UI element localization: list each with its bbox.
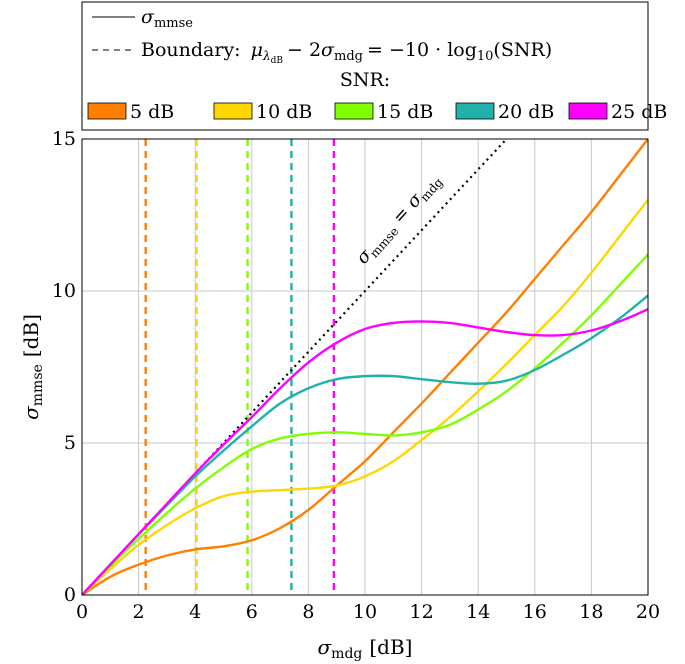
legend-snr-item: 20 dB [455,101,554,123]
legend-snr-label: 10 dB [256,101,312,123]
legend-snr-item: 5 dB [87,101,174,123]
series-line [82,294,648,595]
y-tick-label: 0 [64,584,76,606]
boundary-lines [144,139,336,595]
y-axis-label: σmmse[dB] [19,314,46,420]
series-line [82,199,648,595]
legend-snr-item: 10 dB [213,101,312,123]
series-line [82,253,648,595]
x-tick-labels: 0 2 4 6 8 10 12 14 16 18 20 [76,601,660,623]
y-tick-label: 10 [52,280,76,302]
x-tick-label: 14 [466,601,490,623]
series-group [82,139,648,595]
y-tick-label: 15 [52,128,76,150]
legend-swatch [334,102,374,120]
x-tick-label: 16 [523,601,547,623]
x-axis-label: σmdg [dB] [318,635,413,662]
x-tick-label: 0 [76,601,88,623]
x-tick-label: 2 [133,601,145,623]
series-line [82,139,648,595]
legend-snr-label: 20 dB [498,101,554,123]
legend-solid-label: σmmse [141,6,193,31]
legend-snr-title: SNR: [340,69,390,91]
legend-entry-dashed: Boundary: μλdB − 2σmdg = −10 · log10(SNR) [92,39,552,66]
x-tick-label: 10 [353,601,377,623]
legend-snr-item: 15 dB [334,101,433,123]
legend-entry-solid: σmmse [92,6,193,31]
legend-swatch [87,102,127,120]
x-tick-label: 4 [189,601,201,623]
plot-frame [81,138,649,596]
legend-swatch [213,102,253,120]
legend-dashed-label: Boundary: μλdB − 2σmdg = −10 · log10(SNR) [141,39,552,66]
legend-snr-label: 25 dB [611,101,667,123]
x-tick-label: 8 [302,601,314,623]
legend-swatch [455,102,495,120]
legend: σmmse Boundary: μλdB − 2σmdg = −10 · log10… [81,1,667,131]
legend-snr-label: 5 dB [130,101,174,123]
y-tick-label: 5 [64,432,76,454]
series-line [82,308,648,595]
x-tick-label: 18 [579,601,603,623]
legend-snr-label: 15 dB [377,101,433,123]
legend-snr-items: 5 dB 10 dB 15 dB 20 dB 25 dB [87,101,667,123]
x-tick-label: 6 [246,601,258,623]
y-tick-labels: 0 5 10 15 [52,128,76,606]
plot-area: 0 2 4 6 8 10 12 14 16 18 20 0 5 10 15 [52,128,660,623]
legend-snr-item: 25 dB [568,101,667,123]
legend-swatch [568,102,608,120]
x-tick-label: 20 [636,601,660,623]
x-tick-label: 12 [410,601,434,623]
